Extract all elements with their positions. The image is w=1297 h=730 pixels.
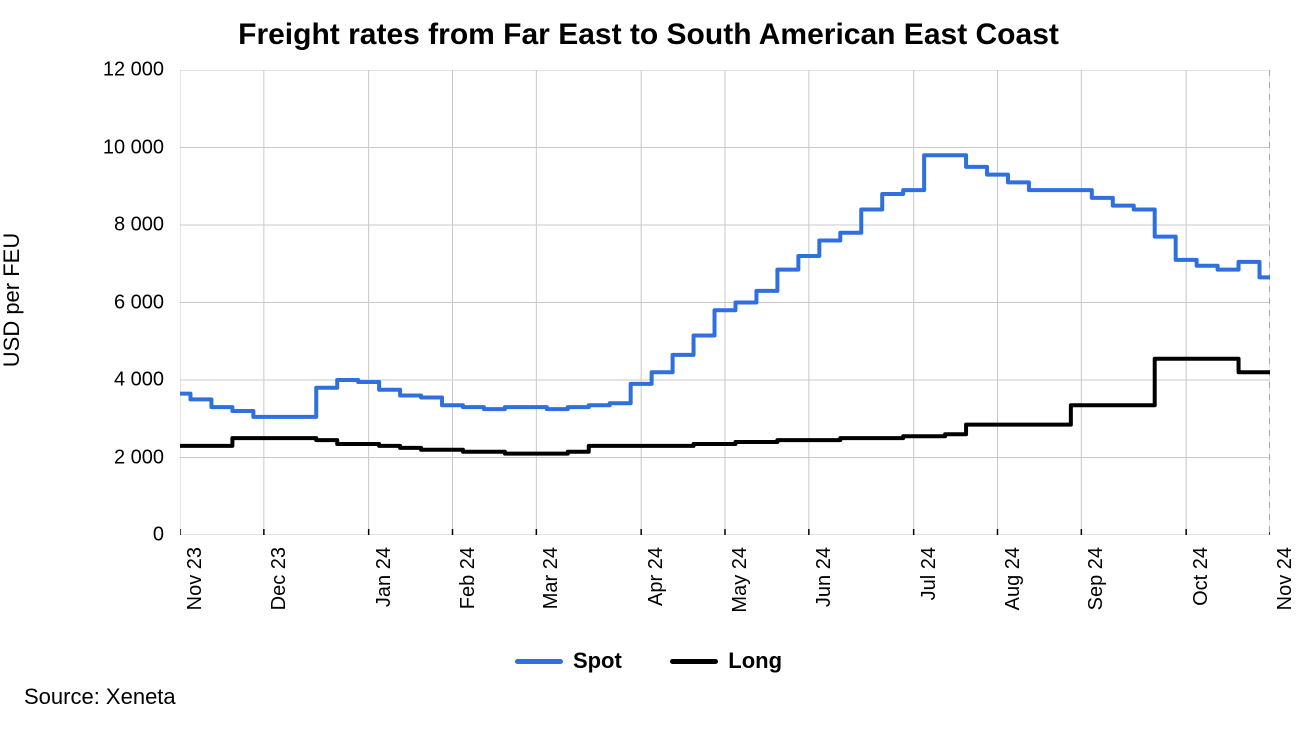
y-tick-label: 6 000 [114, 291, 164, 314]
legend-swatch-long [670, 659, 718, 664]
x-tick-label: Dec 23 [268, 547, 291, 610]
y-tick-label: 4 000 [114, 369, 164, 392]
x-tick-label: May 24 [729, 547, 752, 613]
chart-svg [180, 70, 1270, 535]
x-tick-label: Oct 24 [1190, 547, 1213, 606]
x-tick-label: Apr 24 [645, 547, 668, 606]
y-axis-label: USD per FEU [0, 233, 25, 367]
x-tick-label: Nov 24 [1274, 547, 1297, 610]
plot-area: 02 0004 0006 0008 00010 00012 000Nov 23D… [180, 70, 1270, 535]
chart-title: Freight rates from Far East to South Ame… [0, 18, 1297, 52]
y-tick-label: 2 000 [114, 446, 164, 469]
chart-container: Freight rates from Far East to South Ame… [0, 0, 1297, 730]
x-tick-label: Jul 24 [918, 547, 941, 600]
x-tick-label: Jan 24 [373, 547, 396, 607]
x-tick-label: Mar 24 [540, 547, 563, 609]
y-tick-label: 8 000 [114, 214, 164, 237]
y-tick-label: 12 000 [103, 59, 164, 82]
legend: Spot Long [0, 648, 1297, 674]
y-tick-label: 0 [153, 524, 164, 547]
legend-item-long: Long [670, 648, 782, 674]
legend-swatch-spot [515, 659, 563, 664]
x-tick-label: Sep 24 [1085, 547, 1108, 610]
x-tick-label: Nov 23 [184, 547, 207, 610]
legend-label-spot: Spot [573, 648, 622, 674]
x-tick-label: Aug 24 [1002, 547, 1025, 610]
x-tick-label: Jun 24 [813, 547, 836, 607]
x-tick-label: Feb 24 [457, 547, 480, 609]
legend-label-long: Long [728, 648, 782, 674]
y-tick-label: 10 000 [103, 136, 164, 159]
legend-item-spot: Spot [515, 648, 622, 674]
source-label: Source: Xeneta [24, 684, 176, 710]
